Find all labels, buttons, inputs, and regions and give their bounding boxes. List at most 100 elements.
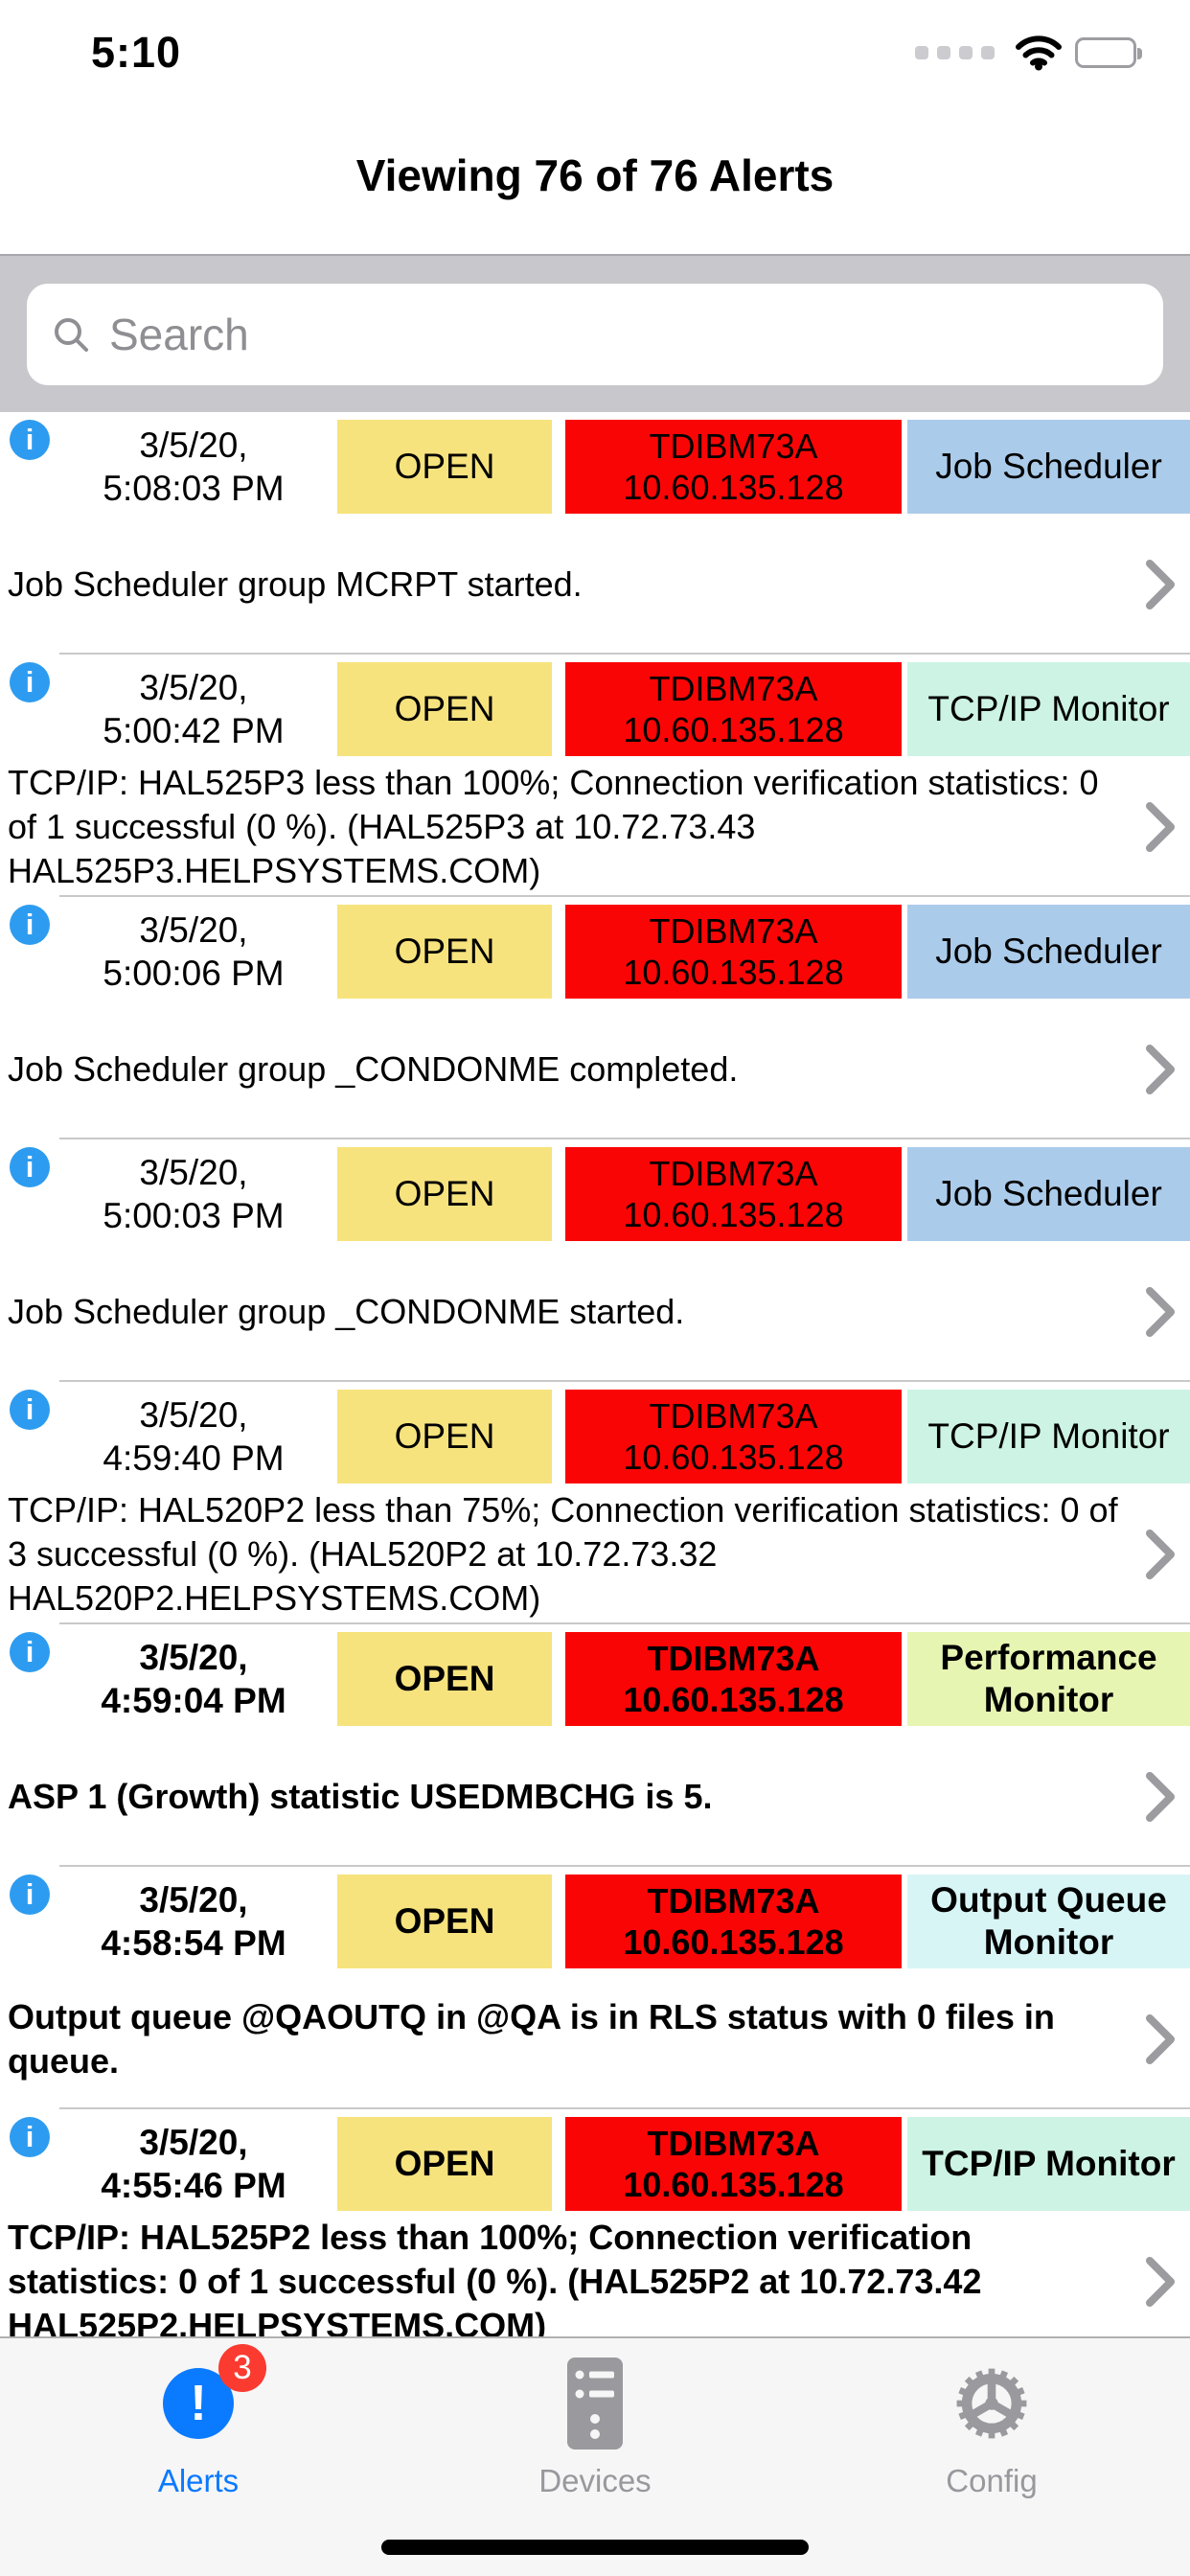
chevron-right-icon bbox=[1146, 559, 1175, 610]
search-input[interactable] bbox=[107, 307, 1138, 361]
status-badge: OPEN bbox=[337, 1390, 552, 1484]
alert-row[interactable]: i 3/5/20, 4:58:54 PM OPEN TDIBM73A 10.60.1… bbox=[0, 1867, 1190, 2109]
monitor-type-badge: Job Scheduler bbox=[907, 420, 1190, 514]
status-icons bbox=[915, 34, 1142, 71]
system-badge: TDIBM73A 10.60.135.128 bbox=[565, 1632, 902, 1726]
chevron-right-icon bbox=[1146, 2013, 1175, 2064]
status-badge: OPEN bbox=[337, 1874, 552, 1968]
chevron-right-icon bbox=[1146, 1529, 1175, 1579]
server-devices-icon bbox=[567, 2358, 623, 2450]
alert-timestamp: 3/5/20, 4:58:54 PM bbox=[101, 1880, 286, 1963]
status-badge: OPEN bbox=[337, 662, 552, 756]
alert-row-header: i 3/5/20, 5:00:06 PM OPEN TDIBM73A 10.60.1… bbox=[0, 905, 1190, 999]
alert-timestamp: 3/5/20, 4:59:40 PM bbox=[103, 1395, 285, 1478]
alert-message-area: Job Scheduler group MCRPT started. bbox=[0, 514, 1190, 655]
status-badge: OPEN bbox=[337, 420, 552, 514]
alert-row[interactable]: i 3/5/20, 4:55:46 PM OPEN TDIBM73A 10.60.1… bbox=[0, 2109, 1190, 2352]
home-indicator[interactable] bbox=[381, 2540, 809, 2555]
info-icon[interactable]: i bbox=[10, 1874, 50, 1915]
info-icon[interactable]: i bbox=[10, 662, 50, 702]
chevron-right-icon bbox=[1146, 801, 1175, 852]
status-badge: OPEN bbox=[337, 1147, 552, 1241]
alert-message-area: TCP/IP: HAL525P2 less than 100%; Connect… bbox=[0, 2211, 1190, 2352]
alert-list: i 3/5/20, 5:08:03 PM OPEN TDIBM73A 10.60.1… bbox=[0, 412, 1190, 2352]
system-badge: TDIBM73A 10.60.135.128 bbox=[565, 1874, 902, 1968]
wifi-icon bbox=[1016, 35, 1062, 71]
tab-config[interactable]: Config bbox=[793, 2356, 1190, 2499]
info-icon[interactable]: i bbox=[10, 1147, 50, 1187]
system-badge: TDIBM73A 10.60.135.128 bbox=[565, 420, 902, 514]
alert-message-area: Job Scheduler group _CONDONME started. bbox=[0, 1241, 1190, 1382]
alert-row-header: i 3/5/20, 5:00:42 PM OPEN TDIBM73A 10.60.1… bbox=[0, 662, 1190, 756]
alert-message-area: TCP/IP: HAL520P2 less than 75%; Connecti… bbox=[0, 1484, 1190, 1624]
system-badge: TDIBM73A 10.60.135.128 bbox=[565, 2117, 902, 2211]
alert-message-area: ASP 1 (Growth) statistic USEDMBCHG is 5. bbox=[0, 1726, 1190, 1867]
tab-devices[interactable]: Devices bbox=[397, 2356, 793, 2499]
page-title: Viewing 76 of 76 Alerts bbox=[355, 150, 835, 200]
cellular-signal-icon bbox=[915, 46, 995, 59]
alert-row[interactable]: i 3/5/20, 5:08:03 PM OPEN TDIBM73A 10.60.1… bbox=[0, 412, 1190, 655]
alert-row[interactable]: i 3/5/20, 5:00:03 PM OPEN TDIBM73A 10.60.1… bbox=[0, 1139, 1190, 1382]
alert-row-header: i 3/5/20, 4:55:46 PM OPEN TDIBM73A 10.60.1… bbox=[0, 2117, 1190, 2211]
header: Viewing 76 of 76 Alerts bbox=[0, 96, 1190, 254]
search-icon bbox=[55, 317, 88, 352]
config-icon-wrap bbox=[948, 2356, 1036, 2451]
monitor-type-badge: TCP/IP Monitor bbox=[907, 1390, 1190, 1484]
alert-timestamp: 3/5/20, 4:59:04 PM bbox=[101, 1638, 286, 1720]
alert-message-area: Output queue @QAOUTQ in @QA is in RLS st… bbox=[0, 1968, 1190, 2109]
system-badge: TDIBM73A 10.60.135.128 bbox=[565, 1390, 902, 1484]
alerts-count-badge: 3 bbox=[218, 2344, 266, 2392]
alert-message: Job Scheduler group MCRPT started. bbox=[8, 564, 583, 604]
alert-message: Job Scheduler group _CONDONME started. bbox=[8, 1291, 685, 1331]
chevron-right-icon bbox=[1146, 2256, 1175, 2307]
search-field[interactable] bbox=[27, 283, 1163, 385]
monitor-type-badge: Performance Monitor bbox=[907, 1632, 1190, 1726]
info-icon[interactable]: i bbox=[10, 1390, 50, 1430]
alert-row-header: i 3/5/20, 4:59:04 PM OPEN TDIBM73A 10.60.1… bbox=[0, 1632, 1190, 1726]
battery-icon bbox=[1075, 37, 1142, 68]
tab-alerts-label: Alerts bbox=[157, 2463, 240, 2498]
alert-row[interactable]: i 3/5/20, 5:00:06 PM OPEN TDIBM73A 10.60.1… bbox=[0, 897, 1190, 1139]
alert-row[interactable]: i 3/5/20, 4:59:40 PM OPEN TDIBM73A 10.60.1… bbox=[0, 1382, 1190, 1624]
clock-time: 5:10 bbox=[91, 28, 182, 77]
alerts-icon-wrap: ! 3 bbox=[163, 2344, 266, 2451]
alert-row[interactable]: i 3/5/20, 5:00:42 PM OPEN TDIBM73A 10.60.1… bbox=[0, 655, 1190, 897]
alert-message: Output queue @QAOUTQ in @QA is in RLS st… bbox=[8, 1996, 1055, 2081]
tab-alerts[interactable]: ! 3 Alerts bbox=[0, 2344, 397, 2499]
monitor-type-badge: TCP/IP Monitor bbox=[907, 2117, 1190, 2211]
status-badge: OPEN bbox=[337, 2117, 552, 2211]
info-icon[interactable]: i bbox=[10, 1632, 50, 1672]
monitor-type-badge: TCP/IP Monitor bbox=[907, 662, 1190, 756]
system-badge: TDIBM73A 10.60.135.128 bbox=[565, 905, 902, 999]
alert-message-area: Job Scheduler group _CONDONME completed. bbox=[0, 999, 1190, 1139]
alert-message: ASP 1 (Growth) statistic USEDMBCHG is 5. bbox=[8, 1776, 713, 1816]
alert-timestamp: 3/5/20, 5:00:42 PM bbox=[103, 668, 285, 750]
status-badge: OPEN bbox=[337, 905, 552, 999]
alert-row-header: i 3/5/20, 4:59:40 PM OPEN TDIBM73A 10.60.1… bbox=[0, 1390, 1190, 1484]
monitor-type-badge: Job Scheduler bbox=[907, 1147, 1190, 1241]
alert-message: TCP/IP: HAL520P2 less than 75%; Connecti… bbox=[8, 1489, 1118, 1618]
alert-message: TCP/IP: HAL525P2 less than 100%; Connect… bbox=[8, 2217, 982, 2345]
alert-message: TCP/IP: HAL525P3 less than 100%; Connect… bbox=[8, 762, 1099, 890]
info-icon[interactable]: i bbox=[10, 420, 50, 460]
alert-row-header: i 3/5/20, 5:00:03 PM OPEN TDIBM73A 10.60.1… bbox=[0, 1147, 1190, 1241]
monitor-type-badge: Output Queue Monitor bbox=[907, 1874, 1190, 1968]
alert-timestamp: 3/5/20, 5:08:03 PM bbox=[103, 426, 285, 508]
alert-row-header: i 3/5/20, 5:08:03 PM OPEN TDIBM73A 10.60.1… bbox=[0, 420, 1190, 514]
system-badge: TDIBM73A 10.60.135.128 bbox=[565, 662, 902, 756]
info-icon[interactable]: i bbox=[10, 905, 50, 945]
tab-devices-label: Devices bbox=[538, 2463, 652, 2498]
search-bar-strip bbox=[0, 254, 1190, 412]
alert-message: Job Scheduler group _CONDONME completed. bbox=[8, 1048, 739, 1089]
alert-message-area: TCP/IP: HAL525P3 less than 100%; Connect… bbox=[0, 756, 1190, 897]
alert-timestamp: 3/5/20, 4:55:46 PM bbox=[101, 2123, 286, 2205]
info-icon[interactable]: i bbox=[10, 2117, 50, 2157]
status-badge: OPEN bbox=[337, 1632, 552, 1726]
alert-row-header: i 3/5/20, 4:58:54 PM OPEN TDIBM73A 10.60.1… bbox=[0, 1874, 1190, 1968]
monitor-type-badge: Job Scheduler bbox=[907, 905, 1190, 999]
system-badge: TDIBM73A 10.60.135.128 bbox=[565, 1147, 902, 1241]
alert-timestamp: 3/5/20, 5:00:03 PM bbox=[103, 1153, 285, 1235]
alert-timestamp: 3/5/20, 5:00:06 PM bbox=[103, 910, 285, 993]
tab-bar: ! 3 Alerts Devices bbox=[0, 2336, 1190, 2576]
alert-row[interactable]: i 3/5/20, 4:59:04 PM OPEN TDIBM73A 10.60.1… bbox=[0, 1624, 1190, 1867]
